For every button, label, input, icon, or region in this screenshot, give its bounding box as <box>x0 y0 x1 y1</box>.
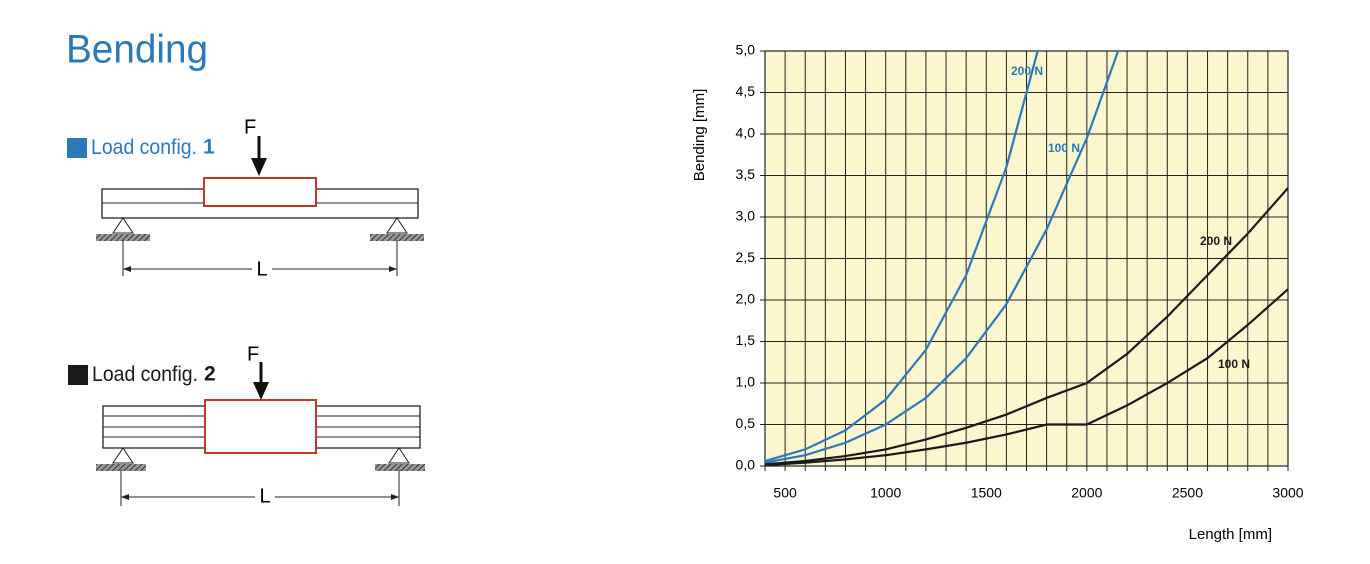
x-tick-label: 500 <box>773 485 797 501</box>
x-tick-label: 1500 <box>971 485 1002 501</box>
series-label: 200 N <box>1011 64 1043 78</box>
force-label: F <box>247 343 259 365</box>
legend-square <box>67 138 87 158</box>
y-tick-label: 3,0 <box>736 208 756 224</box>
carriage <box>204 399 317 454</box>
ground <box>96 234 150 241</box>
y-tick-label: 0,5 <box>736 415 756 431</box>
x-tick-label: 3000 <box>1272 485 1303 501</box>
x-tick-label: 2500 <box>1172 485 1203 501</box>
series-line <box>765 51 1120 464</box>
carriage <box>203 177 317 207</box>
y-tick-label: 1,0 <box>736 374 756 390</box>
force-arrow <box>253 382 269 400</box>
y-tick-label: 4,0 <box>736 125 756 141</box>
force-label: F <box>244 116 256 138</box>
y-tick-label: 1,5 <box>736 332 756 348</box>
config-number: 1 <box>203 136 215 159</box>
y-tick-label: 2,5 <box>736 249 756 265</box>
y-tick-label: 2,0 <box>736 291 756 307</box>
ground <box>96 464 146 471</box>
series-label: 100 N <box>1218 357 1250 371</box>
y-axis-label: Bending [mm] <box>691 89 708 182</box>
config-label: Load config. <box>91 136 197 159</box>
x-tick-label: 2000 <box>1071 485 1102 501</box>
page-title: Bending <box>66 28 208 72</box>
config-label: Load config. <box>92 363 198 386</box>
y-tick-label: 3,5 <box>736 166 756 182</box>
length-label: L <box>256 258 267 280</box>
series-line <box>765 51 1039 463</box>
x-axis-label: Length [mm] <box>1189 526 1272 543</box>
y-tick-label: 5,0 <box>736 42 756 58</box>
diagram-2: Load config. 2 F L <box>68 343 425 507</box>
dimension <box>120 470 400 506</box>
x-tick-label: 1000 <box>870 485 901 501</box>
supports <box>112 217 408 234</box>
chart: Bending [mm] Length [mm] 0,0 0,5 1,0 1,5 2,0… <box>691 42 1304 543</box>
legend-square <box>68 365 88 385</box>
config-number: 2 <box>204 363 216 386</box>
series-line <box>765 288 1288 466</box>
length-label: L <box>259 485 270 507</box>
force-arrow <box>251 158 267 176</box>
ground <box>370 234 424 241</box>
supports <box>112 447 410 464</box>
plot-frame <box>764 50 1289 467</box>
ground <box>375 464 425 471</box>
y-tick-label: 0,0 <box>736 457 756 473</box>
dimension <box>122 240 398 276</box>
series-label: 100 N <box>1048 141 1080 155</box>
series-line <box>765 187 1288 466</box>
series-label: 200 N <box>1200 234 1232 248</box>
diagram-1: Load config. 1 F L <box>67 116 424 280</box>
y-tick-label: 4,5 <box>736 83 756 99</box>
